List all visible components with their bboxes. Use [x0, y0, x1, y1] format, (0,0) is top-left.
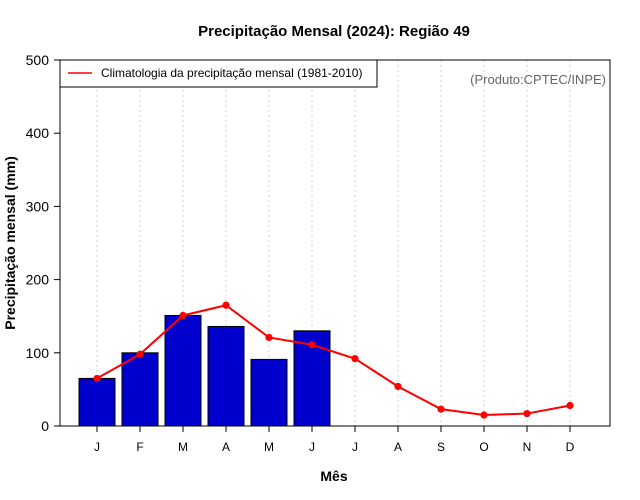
climatology-point — [136, 350, 144, 358]
legend-label: Climatologia da precipitação mensal (198… — [101, 66, 362, 80]
y-tick-label: 0 — [41, 418, 49, 434]
precip-bar — [121, 352, 159, 427]
x-tick-label: M — [264, 440, 274, 454]
y-tick-label: 300 — [26, 198, 50, 214]
legend: Climatologia da precipitação mensal (198… — [59, 59, 378, 88]
climatology-point — [523, 409, 531, 418]
precip-bar — [207, 325, 245, 427]
x-tick-label: J — [309, 440, 315, 454]
precip-bar — [164, 314, 202, 427]
x-tick-label: M — [178, 440, 188, 454]
legend-box — [59, 59, 378, 88]
climatology-point — [222, 301, 230, 309]
x-tick-label: A — [394, 440, 402, 454]
x-tick-label: S — [437, 440, 445, 454]
chart-title: Precipitação Mensal (2024): Região 49 — [198, 23, 470, 40]
x-tick-label: N — [523, 440, 532, 454]
x-tick-label: J — [94, 440, 100, 454]
x-tick-label: D — [566, 440, 575, 454]
credit-label: (Produto:CPTEC/INPE) — [470, 72, 606, 87]
climatology-point — [566, 401, 574, 410]
climatology-point — [480, 411, 488, 419]
climatology-line — [96, 304, 571, 417]
y-tick-label: 200 — [26, 272, 50, 288]
x-tick-label: A — [222, 440, 230, 454]
x-axis-label: Mês — [320, 468, 347, 484]
climatology-point — [394, 382, 402, 391]
climatology-point — [308, 341, 316, 349]
climatology-point — [265, 333, 273, 342]
climatology-point — [437, 405, 445, 413]
y-tick-label: 400 — [26, 125, 50, 141]
climatology-point — [351, 355, 359, 363]
y-axis: 0 100 200 300 400 500 — [26, 52, 60, 434]
bar-series — [78, 314, 331, 427]
climatology-point — [93, 374, 101, 383]
climatology-point — [179, 311, 187, 320]
y-tick-label: 100 — [26, 345, 50, 361]
precip-bar — [250, 358, 288, 427]
x-tick-label: J — [352, 440, 358, 454]
climatology-series — [93, 301, 574, 419]
precip-bar — [78, 377, 116, 427]
y-axis-label: Precipitação mensal (mm) — [2, 156, 18, 330]
y-tick-label: 500 — [26, 52, 50, 68]
x-tick-label: O — [479, 440, 488, 454]
x-tick-label: F — [136, 440, 143, 454]
